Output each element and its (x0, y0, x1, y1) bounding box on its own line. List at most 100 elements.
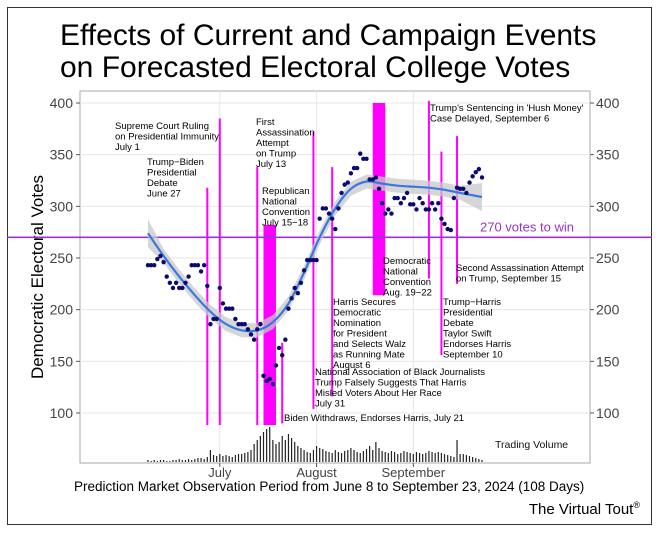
data-point (401, 195, 407, 201)
annotation-debate-1-line: Presidential (147, 168, 197, 179)
volume-bar (294, 442, 296, 462)
data-point (395, 195, 400, 201)
data-point (442, 221, 447, 227)
annotation-nabj-line: July 31 (315, 399, 345, 410)
volume-bar (418, 453, 421, 462)
data-point (248, 332, 254, 337)
data-point (429, 201, 435, 206)
volume-bar (378, 448, 380, 462)
data-point (326, 211, 332, 216)
volume-bar (337, 452, 340, 462)
data-point (308, 257, 313, 263)
volume-bar (169, 461, 171, 462)
data-point (470, 174, 475, 179)
data-point (189, 263, 194, 268)
data-point (289, 296, 294, 301)
data-point (239, 321, 244, 327)
title-line-1: Effects of Current and Campaign Events (60, 19, 597, 52)
data-point (164, 274, 169, 279)
volume-bar (334, 450, 336, 462)
volume-bar (269, 427, 271, 462)
volume-bar (212, 455, 215, 462)
volume-bar (247, 452, 249, 462)
y-tick-label-right: 100 (596, 405, 620, 421)
data-point (255, 327, 260, 332)
volume-bar (315, 446, 318, 462)
data-point (230, 306, 235, 311)
volume-bar (200, 458, 202, 462)
annotation-dnc-line: Democratic (383, 256, 431, 267)
volume-label: Trading Volume (495, 439, 568, 451)
data-point (392, 195, 397, 201)
annotation-debate-2-line: September 10 (443, 350, 503, 361)
volume-bar (328, 452, 330, 462)
data-point (198, 269, 204, 274)
data-point (167, 280, 173, 285)
annotation-assassination-1-line: First (256, 117, 275, 128)
data-point (264, 378, 269, 384)
volume-bar (300, 448, 302, 462)
volume-bar (428, 451, 430, 462)
data-point (217, 285, 222, 291)
volume-bar (209, 450, 212, 462)
data-point (201, 263, 207, 268)
annotation-dnc-line: National (383, 267, 418, 278)
data-point (183, 280, 188, 285)
data-point (233, 316, 238, 322)
volume-bar (244, 453, 246, 462)
data-point (298, 280, 304, 285)
volume-bar (281, 436, 283, 462)
data-point (432, 207, 438, 212)
volume-bar (459, 454, 461, 462)
data-point (336, 206, 341, 211)
volume-bar (309, 453, 311, 462)
annotation-harris-nomination-line: for President (333, 329, 387, 340)
data-point (339, 190, 344, 196)
volume-bar (250, 450, 252, 462)
volume-bar (306, 452, 308, 462)
volume-bar (153, 460, 155, 462)
data-point (348, 171, 354, 176)
annotation-rnc-line: National (262, 197, 297, 208)
volume-bar (256, 440, 258, 462)
annotation-debate-2-line: Trump−Harris (443, 297, 501, 308)
y-tick-label-right: 300 (596, 198, 620, 214)
data-point (457, 186, 463, 191)
y-tick-label-left: 250 (50, 250, 74, 266)
y-tick-label-right: 150 (596, 353, 620, 369)
volume-bar (422, 454, 424, 462)
volume-bar (447, 455, 449, 462)
volume-bar (275, 444, 277, 462)
data-point (223, 306, 229, 311)
volume-bar (369, 446, 371, 462)
y-tick-label-left: 100 (50, 405, 74, 421)
volume-bar (387, 453, 389, 462)
data-point (426, 207, 432, 212)
data-point (354, 165, 360, 171)
volume-bar (481, 460, 483, 462)
volume-bar (390, 451, 393, 462)
data-point (411, 202, 416, 207)
data-point (226, 306, 232, 311)
volume-bar (465, 455, 467, 462)
data-point (370, 177, 375, 182)
data-point (320, 206, 326, 211)
chart-frame (7, 7, 652, 525)
volume-bar (468, 456, 471, 462)
volume-bar (222, 456, 224, 462)
annotation-harris-nomination-line: and Selects Walz (333, 339, 406, 350)
data-point (473, 170, 478, 175)
volume-bar (350, 448, 352, 462)
volume-bar (259, 436, 261, 462)
y-tick-label-right: 200 (596, 302, 620, 318)
fit-line (147, 180, 483, 333)
x-tick-label: September (382, 465, 446, 480)
annotation-assassination-1-line: on Trump (256, 149, 296, 160)
annotation-sentencing-line: Case Delayed, September 6 (430, 114, 549, 125)
data-point (386, 207, 391, 212)
data-point (286, 306, 291, 311)
volume-bar (403, 451, 405, 462)
data-point (464, 190, 469, 196)
annotation-harris-nomination-line: Democratic (333, 308, 381, 319)
